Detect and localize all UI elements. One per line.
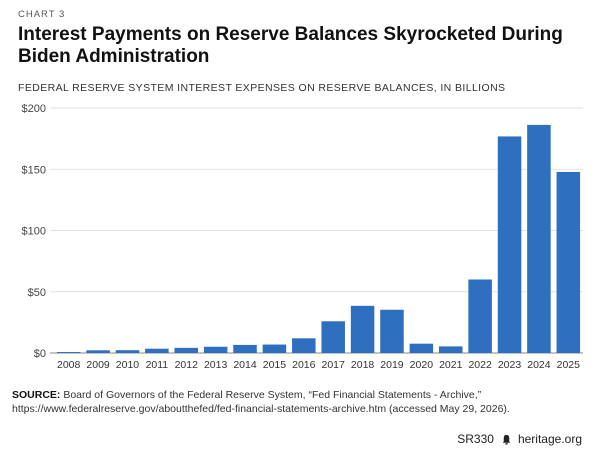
y-tick-label: $150 bbox=[22, 164, 46, 176]
bars bbox=[56, 124, 581, 353]
x-tick-label: 2025 bbox=[557, 359, 581, 371]
x-tick-label: 2009 bbox=[86, 359, 110, 371]
bar-2014 bbox=[233, 344, 257, 353]
bar-2012 bbox=[174, 347, 199, 353]
chart-title: Interest Payments on Reserve Balances Sk… bbox=[18, 24, 563, 67]
bar-2009 bbox=[86, 350, 110, 353]
y-tick-label: $200 bbox=[22, 103, 46, 115]
x-tick-label: 2010 bbox=[116, 359, 140, 371]
x-tick-label: 2024 bbox=[527, 359, 551, 371]
bar-chart: $0$50$100$150$200 2008 2009 2010 2011 2012 20… bbox=[22, 103, 583, 371]
x-tick-label: 2023 bbox=[498, 359, 522, 371]
source-text: Board of Governors of the Federal Reserv… bbox=[12, 389, 510, 415]
bar-2019 bbox=[380, 309, 404, 353]
y-axis-ticks: $0 $50 $100 $150 $200 bbox=[22, 103, 46, 360]
x-tick-label: 2019 bbox=[380, 359, 404, 371]
site-link[interactable]: heritage.org bbox=[517, 432, 582, 446]
bar-2020 bbox=[409, 343, 434, 353]
bar-2010 bbox=[115, 350, 140, 353]
bar-2024 bbox=[527, 124, 551, 353]
x-tick-label: 2015 bbox=[263, 359, 287, 371]
y-tick-label: $50 bbox=[28, 287, 46, 299]
source-note: SOURCE: Board of Governors of the Federa… bbox=[12, 388, 592, 416]
chart-number-label: CHART 3 bbox=[18, 9, 66, 20]
bar-2022 bbox=[468, 279, 492, 353]
bar-2011 bbox=[145, 348, 169, 353]
y-tick-label: $100 bbox=[22, 226, 46, 238]
x-axis-ticks: 2008 2009 2010 2011 2012 2013 2014 2015 2016 2017… bbox=[57, 359, 580, 371]
footer: SR330 heritage.org bbox=[457, 432, 582, 446]
chart-subtitle: FEDERAL RESERVE SYSTEM INTEREST EXPENSES… bbox=[18, 82, 506, 94]
x-tick-label: 2022 bbox=[468, 359, 492, 371]
y-tick-label: $0 bbox=[34, 348, 46, 360]
bar-2008 bbox=[56, 352, 81, 353]
x-tick-label: 2008 bbox=[57, 359, 81, 371]
bar-2021 bbox=[438, 346, 463, 353]
bar-2015 bbox=[262, 344, 287, 353]
bell-icon bbox=[502, 434, 511, 445]
source-label: SOURCE: bbox=[12, 389, 61, 401]
report-id: SR330 bbox=[457, 432, 494, 446]
x-tick-label: 2017 bbox=[322, 359, 346, 371]
x-tick-label: 2012 bbox=[175, 359, 199, 371]
x-tick-label: 2013 bbox=[204, 359, 228, 371]
bar-2016 bbox=[292, 338, 316, 353]
x-tick-label: 2021 bbox=[439, 359, 463, 371]
grid-lines bbox=[50, 107, 583, 354]
x-tick-label: 2011 bbox=[146, 359, 169, 371]
bar-2018 bbox=[350, 305, 375, 353]
x-tick-label: 2014 bbox=[233, 359, 257, 371]
x-tick-label: 2016 bbox=[292, 359, 316, 371]
x-tick-label: 2018 bbox=[351, 359, 375, 371]
bar-2017 bbox=[321, 321, 345, 353]
bar-2025 bbox=[556, 171, 581, 353]
bar-2013 bbox=[203, 346, 228, 353]
x-tick-label: 2020 bbox=[410, 359, 434, 371]
bar-2023 bbox=[497, 136, 522, 353]
